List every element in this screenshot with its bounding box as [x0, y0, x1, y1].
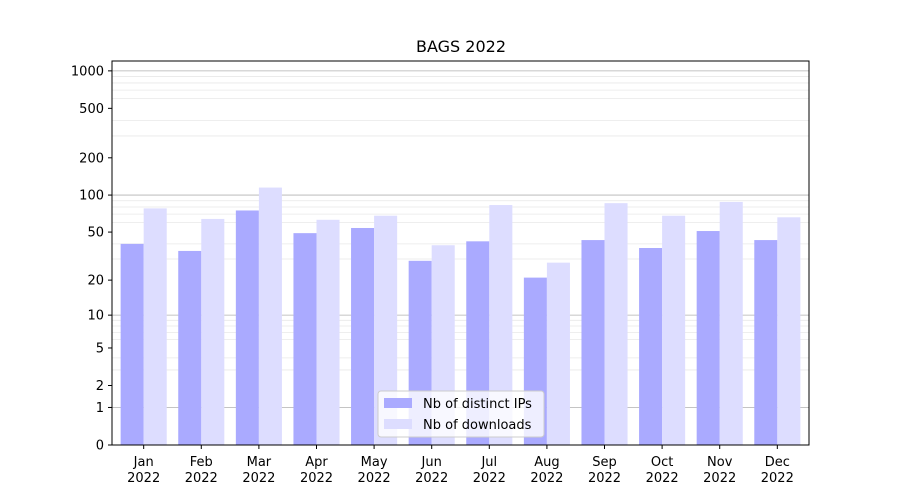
chart-title: BAGS 2022: [416, 37, 506, 56]
y-tick-label: 50: [87, 226, 104, 241]
legend-swatch: [384, 398, 412, 408]
y-tick-label: 1000: [71, 64, 104, 79]
x-tick-year-label: 2022: [703, 471, 736, 486]
legend-label: Nb of downloads: [423, 418, 532, 433]
y-tick-label: 5: [96, 341, 104, 356]
legend: Nb of distinct IPs Nb of downloads: [377, 390, 545, 438]
bar-downloads: [143, 208, 167, 445]
grid-lines: [112, 70, 809, 408]
x-tick-year-label: 2022: [588, 471, 621, 486]
x-tick-year-label: 2022: [646, 471, 679, 486]
bar-downloads: [777, 217, 801, 445]
x-tick-label: Mar: [247, 455, 272, 470]
legend-swatch: [384, 419, 412, 429]
bar-downloads: [546, 262, 570, 445]
axes: 01251020501002005001000Jan2022Feb2022Mar…: [71, 60, 810, 486]
x-tick-label: Apr: [305, 455, 328, 470]
x-tick-label: Oct: [651, 455, 673, 470]
y-tick-label: 0: [96, 439, 104, 454]
bar-downloads: [316, 219, 340, 445]
y-tick-label: 500: [79, 102, 104, 117]
x-tick-label: Jun: [421, 455, 442, 470]
legend-box: [377, 390, 545, 438]
x-tick-label: May: [361, 455, 388, 470]
bar-distinct-ips: [120, 243, 144, 445]
bar-distinct-ips: [581, 240, 605, 445]
x-tick-label: Sep: [592, 455, 617, 470]
y-tick-label: 2: [96, 379, 104, 394]
bar-distinct-ips: [754, 240, 778, 445]
x-tick-label: Feb: [190, 455, 213, 470]
x-tick-year-label: 2022: [358, 471, 391, 486]
bar-downloads: [719, 201, 743, 445]
bar-downloads: [662, 215, 686, 445]
bar-downloads: [258, 187, 282, 445]
plot-frame: [111, 60, 810, 446]
y-tick-label: 1: [96, 401, 104, 416]
bar-downloads: [201, 218, 225, 445]
y-tick-label: 10: [87, 309, 104, 324]
bar-downloads: [489, 205, 513, 445]
bar-downloads: [374, 215, 398, 445]
y-tick-label: 100: [79, 189, 104, 204]
x-tick-year-label: 2022: [415, 471, 448, 486]
x-tick-label: Nov: [707, 455, 733, 470]
x-tick-label: Jul: [480, 455, 497, 470]
bar-downloads: [604, 203, 628, 445]
bar-distinct-ips: [178, 250, 202, 445]
x-tick-label: Jan: [133, 455, 154, 470]
y-tick-label: 20: [87, 274, 104, 289]
x-tick-year-label: 2022: [185, 471, 218, 486]
x-tick-year-label: 2022: [300, 471, 333, 486]
x-tick-label: Dec: [765, 455, 790, 470]
x-tick-year-label: 2022: [761, 471, 794, 486]
bar-distinct-ips: [293, 233, 317, 445]
bar-distinct-ips: [696, 231, 720, 445]
legend-label: Nb of distinct IPs: [423, 397, 532, 412]
x-tick-year-label: 2022: [127, 471, 160, 486]
y-tick-label: 200: [79, 151, 104, 166]
x-tick-year-label: 2022: [473, 471, 506, 486]
bar-distinct-ips: [639, 248, 663, 445]
x-tick-label: Aug: [534, 455, 559, 470]
x-tick-year-label: 2022: [530, 471, 563, 486]
bar-distinct-ips: [351, 227, 375, 445]
x-tick-year-label: 2022: [242, 471, 275, 486]
bar-distinct-ips: [235, 210, 259, 445]
